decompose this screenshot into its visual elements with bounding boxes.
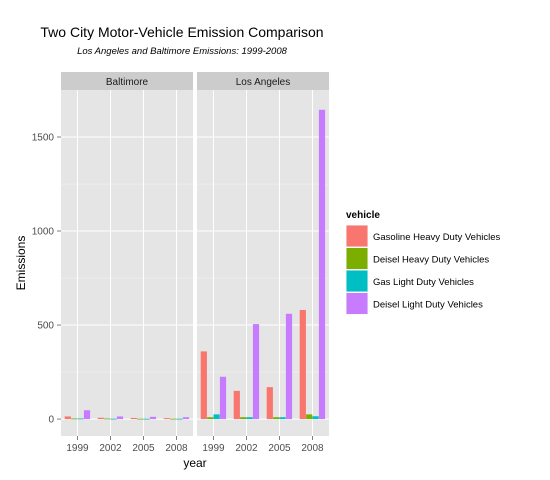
facet-strip-label: Baltimore: [106, 77, 149, 88]
chart-subtitle: Los Angeles and Baltimore Emissions: 199…: [77, 46, 288, 57]
bar-baltimore-1999: [71, 419, 77, 420]
bar-los-angeles-2008: [300, 310, 306, 419]
bar-los-angeles-2008: [306, 414, 312, 419]
legend-key-swatch: [347, 271, 368, 292]
y-tick-label: 500: [37, 321, 54, 332]
y-tick-label: 0: [48, 415, 54, 426]
x-tick-label: 2008: [301, 443, 324, 454]
bar-los-angeles-2008: [319, 110, 325, 419]
bar-los-angeles-2008: [313, 416, 319, 419]
x-tick-label: 2002: [235, 443, 258, 454]
bar-baltimore-2008: [183, 417, 189, 419]
y-axis: 0 500 1000 1500: [32, 133, 61, 426]
bar-baltimore-1999: [65, 416, 71, 419]
panel-background: [197, 90, 329, 436]
bar-los-angeles-1999: [214, 414, 220, 419]
chart-title: Two City Motor-Vehicle Emission Comparis…: [40, 24, 323, 40]
bar-baltimore-2008: [170, 419, 176, 420]
bar-baltimore-1999: [84, 410, 90, 419]
y-axis-title: Emissions: [14, 236, 28, 291]
bar-los-angeles-2005: [286, 314, 292, 419]
bar-los-angeles-2005: [267, 387, 273, 419]
bar-los-angeles-2005: [280, 417, 286, 419]
bar-baltimore-2005: [137, 419, 143, 420]
bar-los-angeles-2002: [253, 324, 259, 419]
legend: vehicle Gasoline Heavy Duty Vehicles Deis…: [346, 210, 501, 315]
x-tick-label: 2005: [268, 443, 291, 454]
x-tick-label: 1999: [202, 443, 225, 454]
legend-key-swatch: [347, 248, 368, 269]
bar-los-angeles-1999: [220, 377, 226, 419]
bar-los-angeles-2005: [273, 417, 279, 419]
legend-entry-label: Gas Light Duty Vehicles: [373, 277, 474, 288]
panel-los-angeles: Los Angeles 1999 2002 2005 2008: [197, 72, 329, 454]
bar-baltimore-2002: [98, 418, 104, 419]
bar-baltimore-2002: [104, 419, 110, 420]
bar-baltimore-2002: [117, 416, 123, 419]
bar-los-angeles-1999: [207, 417, 213, 419]
legend-key-swatch: [347, 226, 368, 247]
legend-key-swatch: [347, 293, 368, 314]
x-axis-title: year: [183, 456, 206, 470]
bar-baltimore-2005: [131, 418, 137, 419]
legend-entry-label: Deisel Heavy Duty Vehicles: [373, 254, 489, 265]
x-tick-label: 2002: [99, 443, 122, 454]
x-tick-label: 2005: [132, 443, 155, 454]
y-tick-label: 1000: [32, 227, 55, 238]
bar-baltimore-2008: [177, 419, 183, 420]
bar-baltimore-2005: [150, 417, 156, 419]
bar-los-angeles-2002: [240, 417, 246, 419]
bar-baltimore-2002: [111, 419, 117, 420]
legend-entry-label: Gasoline Heavy Duty Vehicles: [373, 232, 501, 243]
x-tick-label: 1999: [66, 443, 89, 454]
bar-baltimore-2005: [144, 419, 150, 420]
bar-baltimore-2008: [164, 418, 170, 419]
facet-strip-label: Los Angeles: [236, 77, 291, 88]
x-tick-label: 2008: [165, 443, 188, 454]
facet-panels: Baltimore 1999 2002 2005 2008 Los Angeles 1999…: [61, 72, 329, 454]
legend-entry-label: Deisel Light Duty Vehicles: [373, 299, 483, 310]
legend-title: vehicle: [346, 210, 380, 221]
panel-background: [61, 90, 193, 436]
bar-los-angeles-2002: [247, 417, 253, 419]
panel-baltimore: Baltimore 1999 2002 2005 2008: [61, 72, 193, 454]
bar-los-angeles-1999: [201, 351, 207, 419]
bar-baltimore-1999: [78, 419, 84, 420]
y-tick-label: 1500: [32, 133, 55, 144]
bar-los-angeles-2002: [234, 391, 240, 419]
